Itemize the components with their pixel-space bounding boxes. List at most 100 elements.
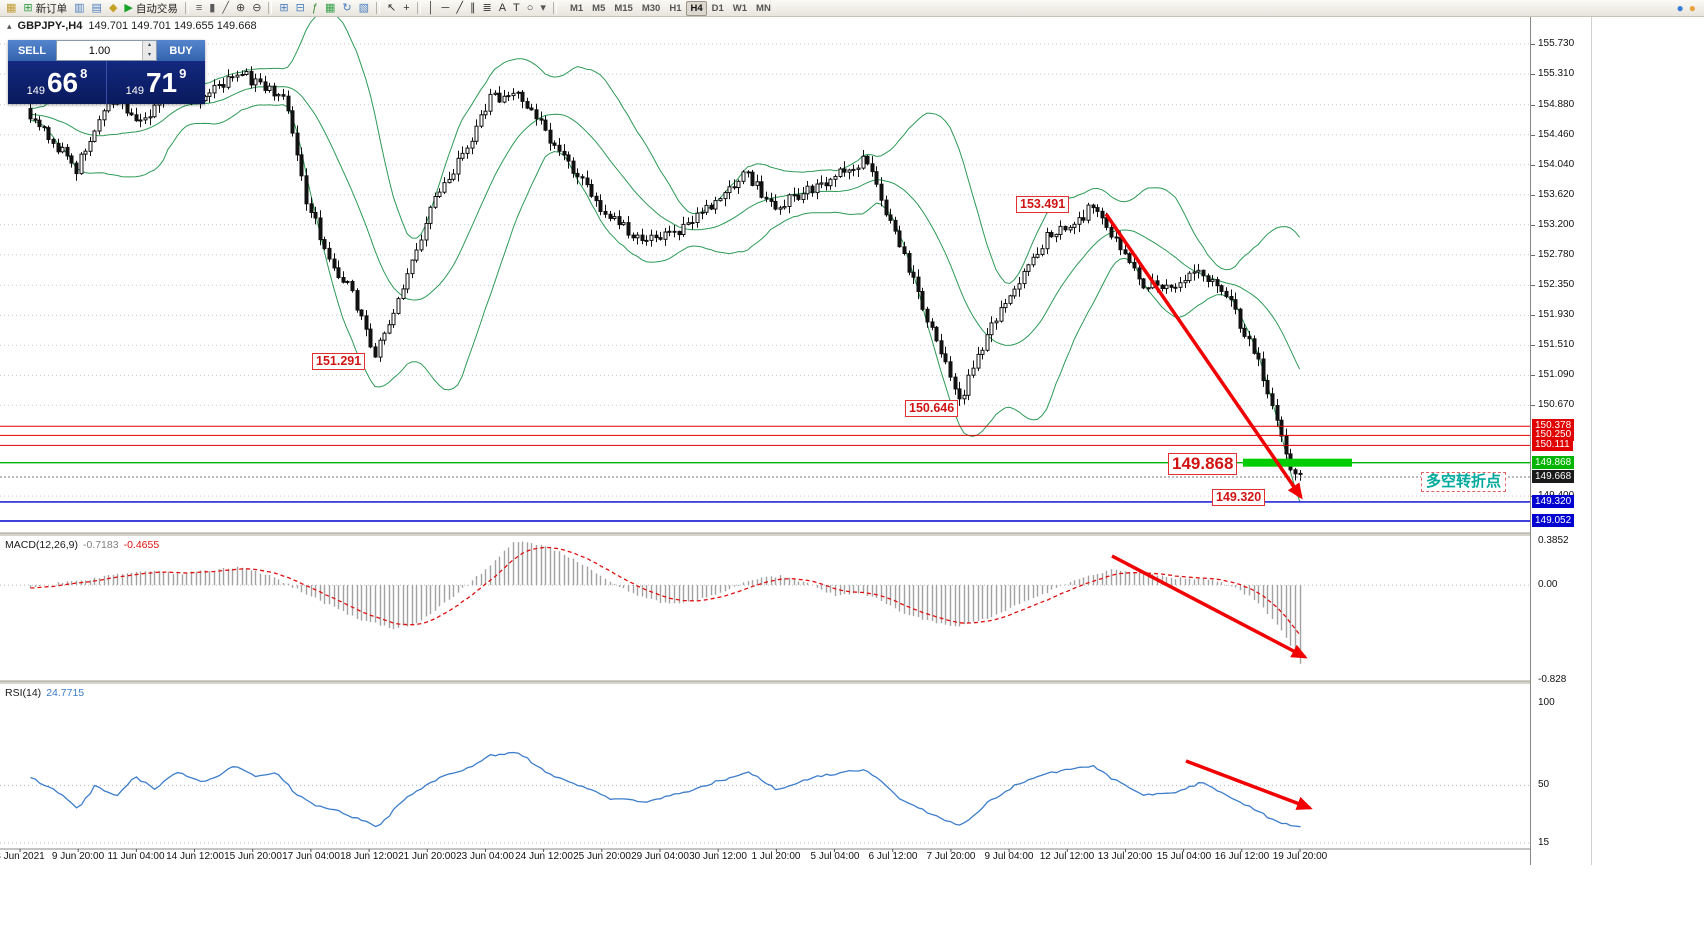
vline-icon[interactable]: │ [425, 1, 438, 16]
toolbar-separator [268, 2, 273, 14]
time-tick-label: 29 Jun 04:00 [631, 851, 689, 862]
timeframe-w1-button[interactable]: W1 [732, 2, 748, 14]
channel-icon[interactable]: ∥ [467, 1, 479, 16]
fibonacci-icon: ≣ [482, 1, 492, 14]
time-tick-label: 7 Jul 20:00 [926, 851, 976, 862]
indicators-icon: ƒ [311, 1, 318, 14]
bid-price[interactable]: 149 66 8 [8, 61, 107, 104]
price-tick-label: 151.510 [1538, 339, 1575, 350]
cursor-icon: ↖ [387, 1, 397, 14]
price-badge: 149.052 [1532, 514, 1575, 527]
time-tick-label: 18 Jun 12:00 [340, 851, 398, 862]
chart-canvas[interactable] [0, 17, 1530, 865]
candles [28, 66, 1303, 481]
profiles-icon[interactable]: ▤ [89, 1, 105, 16]
time-tick-label: 23 Jun 04:00 [456, 851, 514, 862]
collapse-panel-icon[interactable]: ▴ [7, 20, 12, 31]
community-icon[interactable]: ● [1688, 1, 1696, 15]
timeframe-m15-button[interactable]: M15 [614, 2, 633, 14]
rsi-axis-label: 15 [1538, 837, 1550, 848]
price-callout[interactable]: 151.291 [312, 353, 366, 370]
shapes-icon[interactable]: ○ [524, 1, 537, 16]
timeframe-h4-button[interactable]: H4 [686, 0, 707, 16]
macd-axis-label: 0.00 [1538, 579, 1558, 590]
price-callout[interactable]: 150.646 [905, 400, 959, 417]
time-tick-label: 11 Jun 04:00 [107, 851, 165, 862]
axis-tick-mark [1531, 315, 1535, 316]
autotrading-button[interactable]: ▶ 自动交易 [121, 1, 180, 16]
macd-signal-line [30, 546, 1302, 637]
dropdown-icon: ▾ [540, 1, 546, 14]
time-tick-label: 19 Jul 20:00 [1272, 851, 1328, 862]
time-tick-label: 14 Jun 12:00 [166, 851, 224, 862]
trendline-icon[interactable]: ╱ [453, 1, 466, 16]
fibonacci-icon[interactable]: ≣ [479, 1, 494, 16]
time-tick-label: 24 Jun 12:00 [515, 851, 573, 862]
new-order-button[interactable]: ⊞ 新订单 [20, 1, 70, 16]
axis-tick-mark [1531, 165, 1535, 166]
time-tick-label: 6 Jul 12:00 [868, 851, 918, 862]
price-badge: 149.868 [1532, 456, 1575, 469]
price-badge: 149.668 [1532, 470, 1575, 483]
templates-icon[interactable]: ▧ [356, 1, 372, 16]
green-zone-rect[interactable] [1243, 458, 1352, 467]
cascade-icon[interactable]: ⊟ [293, 1, 308, 16]
price-callout[interactable]: 149.868 [1168, 453, 1238, 475]
charts-icon[interactable]: ▥ [71, 1, 87, 16]
price-axis[interactable]: 155.730 155.310 154.880 154.460 154.040 153.6… [1530, 17, 1592, 865]
timeframe-d1-button[interactable]: D1 [711, 2, 724, 14]
crosshair-icon[interactable]: + [400, 1, 412, 16]
timeframe-m5-button[interactable]: M5 [592, 2, 606, 14]
time-tick-label: 13 Jul 20:00 [1097, 851, 1153, 862]
axis-tick-mark [1531, 74, 1535, 75]
ask-price[interactable]: 149 71 9 [107, 61, 205, 104]
note-label[interactable]: 多空转折点 [1421, 472, 1507, 492]
price-callout[interactable]: 153.491 [1016, 196, 1070, 213]
dropdown-icon[interactable]: ▾ [537, 1, 549, 16]
time-axis[interactable]: 8 Jun 2021 9 Jun 20:00 11 Jun 04:00 14 Jun … [0, 851, 1530, 864]
hline-icon[interactable]: ─ [439, 1, 453, 16]
new-chart-icon[interactable]: ▦ [3, 1, 19, 16]
volume-stepper: ▴ ▾ [142, 41, 156, 60]
refresh-icon[interactable]: ↻ [339, 1, 354, 16]
volume-input[interactable] [57, 41, 142, 60]
axis-tick-mark [1531, 405, 1535, 406]
price-tick-label: 155.730 [1538, 38, 1575, 49]
time-tick-label: 9 Jun 20:00 [51, 851, 105, 862]
sell-button[interactable]: SELL [8, 40, 56, 61]
time-tick-label: 15 Jul 04:00 [1156, 851, 1212, 862]
toolbar-separator [376, 2, 381, 14]
label-icon[interactable]: T [510, 1, 523, 16]
candles-icon[interactable]: ▮ [206, 1, 218, 16]
price-badge: 150.111 [1532, 438, 1573, 451]
alerts-icon[interactable]: ◆ [106, 1, 120, 16]
zoom-in-icon[interactable]: ⊕ [233, 1, 248, 16]
volume-up-icon[interactable]: ▴ [143, 41, 156, 51]
cursor-icon[interactable]: ↖ [384, 1, 399, 16]
text-icon[interactable]: A [496, 1, 509, 16]
timeframe-m1-button[interactable]: M1 [569, 2, 584, 14]
channel-icon: ∥ [469, 1, 476, 14]
trade-panel-controls: SELL ▴ ▾ BUY [8, 40, 205, 61]
toolbar: ▦ ⊞ 新订单 ▥ ▤ ◆ ▶ 自动交易 ≡ ▮ ╱ ⊕ ⊖ ⊞ ⊟ ƒ ▦ ↻ ▧ ↖ + │ ─ ╱ ∥ ≣ A T ○ ▾ M1 M5… [0, 0, 1704, 17]
buy-button[interactable]: BUY [157, 40, 205, 61]
macd-label: MACD(12,26,9) -0.7183 -0.4655 [5, 539, 160, 551]
price-callout[interactable]: 149.320 [1212, 489, 1266, 506]
bollinger-bands [29, 17, 1301, 502]
linechart-icon[interactable]: ╱ [219, 1, 232, 16]
timeframe-m30-button[interactable]: M30 [641, 2, 661, 14]
grid-add-icon[interactable]: ▦ [322, 1, 338, 16]
text-icon: A [498, 1, 507, 14]
indicators-icon[interactable]: ƒ [309, 1, 321, 16]
panel-separators[interactable] [0, 532, 1530, 850]
zoom-out-icon[interactable]: ⊖ [249, 1, 264, 16]
volume-down-icon[interactable]: ▾ [143, 50, 156, 60]
bars-icon[interactable]: ≡ [193, 1, 205, 16]
help-icon[interactable]: ● [1676, 1, 1684, 15]
tile-windows-icon[interactable]: ⊞ [276, 1, 291, 16]
trend-arrows[interactable] [1104, 213, 1313, 810]
timeframe-h1-button[interactable]: H1 [669, 2, 682, 14]
linechart-icon: ╱ [222, 1, 229, 14]
timeframe-mn-button[interactable]: MN [756, 2, 771, 14]
